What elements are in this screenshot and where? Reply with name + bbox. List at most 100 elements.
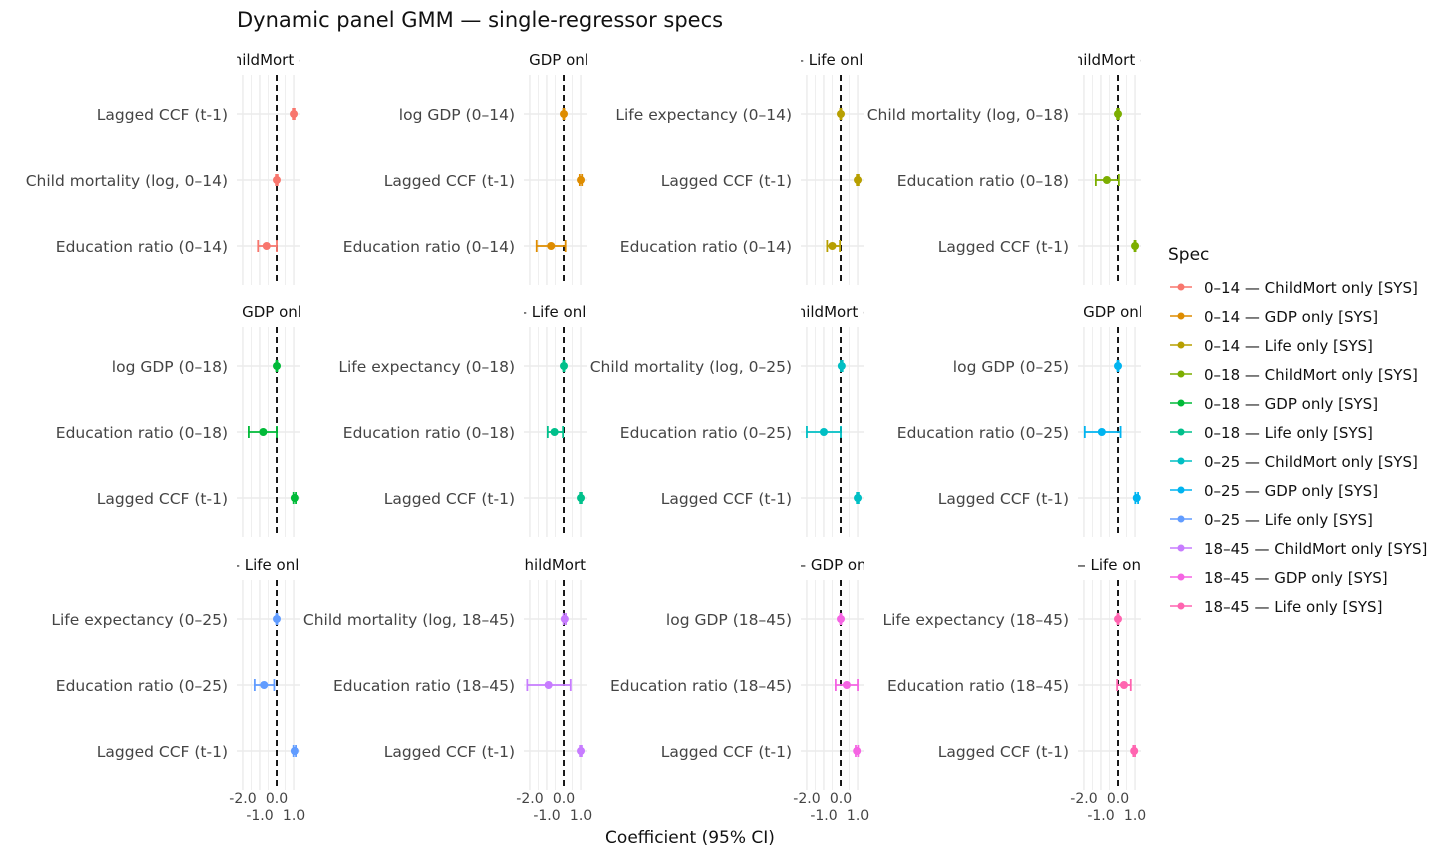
point-estimate (262, 242, 271, 250)
x-tick-label: -2.0 (516, 791, 543, 807)
y-tick-label: log GDP (0–14) (399, 106, 515, 124)
legend-key-point (1177, 515, 1185, 523)
y-tick-label: Education ratio (18–45) (333, 677, 515, 695)
x-tick-label: 1.0 (283, 808, 305, 824)
y-tick-label: Child mortality (log, 0–25) (590, 358, 792, 376)
chart-title: Dynamic panel GMM — single-regressor spe… (237, 8, 723, 32)
point-estimate (544, 681, 553, 689)
y-tick-label: Education ratio (18–45) (887, 677, 1069, 695)
y-tick-label: Child mortality (log, 0–18) (867, 106, 1069, 124)
facet-panel: 0–18 — GDP only [SYS] log GDP (0–18) Educa… (56, 303, 355, 537)
y-tick-label: Education ratio (0–14) (56, 238, 228, 256)
legend-key-point (1177, 428, 1185, 436)
point-estimate (1132, 494, 1141, 502)
y-tick-label: Lagged CCF (t-1) (97, 106, 228, 124)
x-tick-label: 0.0 (1107, 791, 1129, 807)
point-estimate (290, 110, 299, 118)
y-tick-label: Education ratio (18–45) (610, 677, 792, 695)
facet-strip-label: 0–25 — ChildMort only [SYS] (726, 303, 940, 321)
x-tick-label: -1.0 (246, 808, 273, 824)
point-estimate (828, 242, 837, 250)
point-estimate (577, 176, 586, 184)
legend-item-label: 0–18 — ChildMort only [SYS] (1204, 366, 1418, 384)
y-tick-label: log GDP (18–45) (666, 611, 792, 629)
y-tick-label: Lagged CCF (t-1) (384, 172, 515, 190)
x-tick-label: 1.0 (570, 808, 592, 824)
point-estimate (854, 176, 863, 184)
y-tick-label: Education ratio (0–18) (343, 424, 515, 442)
facet-panel: 18–45 — Life only [SYS] Life expectancy (… (882, 556, 1146, 824)
facet-panel: 0–18 — ChildMort only [SYS] Child mortali… (867, 51, 1217, 285)
point-estimate (577, 747, 586, 755)
point-estimate (1114, 615, 1123, 623)
legend-item-label: 0–25 — GDP only [SYS] (1204, 482, 1378, 500)
x-tick-label: -1.0 (810, 808, 837, 824)
facet-strip-label: 0–14 — ChildMort only [SYS] (162, 51, 376, 69)
point-estimate (577, 494, 586, 502)
facet-panel: 0–25 — GDP only [SYS] log GDP (0–25) Educa… (897, 303, 1141, 537)
point-estimate (854, 494, 863, 502)
legend-key-point (1177, 312, 1185, 320)
legend-item-label: 18–45 — ChildMort only [SYS] (1204, 540, 1427, 558)
y-tick-label: Life expectancy (0–25) (51, 611, 228, 629)
point-estimate (819, 428, 828, 436)
legend-key-point (1177, 602, 1185, 610)
y-tick-label: Lagged CCF (t-1) (661, 490, 792, 508)
legend-key-point (1177, 544, 1185, 552)
facet-panel: 0–25 — ChildMort only [SYS] Child mortali… (590, 303, 940, 537)
y-tick-label: Child mortality (log, 18–45) (303, 611, 515, 629)
x-tick-label: 1.0 (847, 808, 869, 824)
facet-strip-label: 0–18 — ChildMort only [SYS] (1003, 51, 1217, 69)
point-estimate (837, 615, 846, 623)
y-tick-label: log GDP (0–18) (112, 358, 228, 376)
x-tick-label: 0.0 (830, 791, 852, 807)
y-tick-label: Lagged CCF (t-1) (938, 743, 1069, 761)
legend-item-label: 0–18 — GDP only [SYS] (1204, 395, 1378, 413)
x-tick-label: -1.0 (1087, 808, 1114, 824)
y-tick-label: Education ratio (0–18) (56, 424, 228, 442)
y-tick-label: Lagged CCF (t-1) (97, 490, 228, 508)
facet-panel: 0–14 — GDP only [SYS] log GDP (0–14) Lagge… (343, 51, 587, 285)
legend-key-point (1177, 341, 1185, 349)
point-estimate (1130, 747, 1139, 755)
legend-item-label: 0–14 — Life only [SYS] (1204, 337, 1373, 355)
legend-key-point (1177, 370, 1185, 378)
point-estimate (853, 747, 862, 755)
x-tick-label: -2.0 (229, 791, 256, 807)
facet-strip-label: 0–18 — GDP only [SYS] (181, 303, 355, 321)
point-estimate (547, 242, 556, 250)
facet-strip-label: 0–14 — Life only [SYS] (748, 51, 917, 69)
facet-strip-label: 18–45 — GDP only [SYS] (741, 556, 925, 574)
x-tick-label: 0.0 (266, 791, 288, 807)
point-estimate (1119, 681, 1128, 689)
y-tick-label: Lagged CCF (t-1) (97, 743, 228, 761)
point-estimate (1114, 110, 1123, 118)
legend-key-point (1177, 457, 1185, 465)
y-tick-label: Lagged CCF (t-1) (661, 743, 792, 761)
facet-panel: 18–45 — GDP only [SYS] log GDP (18–45) Edu… (610, 556, 925, 824)
point-estimate (259, 428, 268, 436)
legend-key-point (1177, 283, 1185, 291)
point-estimate (260, 681, 269, 689)
facet-panel: 0–14 — ChildMort only [SYS] Lagged CCF (t… (26, 51, 376, 285)
x-tick-label: -2.0 (1070, 791, 1097, 807)
y-tick-label: Education ratio (0–25) (897, 424, 1069, 442)
legend-item-label: 0–18 — Life only [SYS] (1204, 424, 1373, 442)
x-tick-label: 1.0 (1124, 808, 1146, 824)
legend-item-label: 18–45 — GDP only [SYS] (1204, 569, 1388, 587)
x-tick-label: -1.0 (533, 808, 560, 824)
point-estimate (1131, 242, 1140, 250)
legend-key-point (1177, 573, 1185, 581)
facet-strip-label: 0–18 — Life only [SYS] (471, 303, 640, 321)
point-estimate (550, 428, 559, 436)
legend-item-label: 0–25 — Life only [SYS] (1204, 511, 1373, 529)
y-tick-label: Education ratio (0–14) (620, 238, 792, 256)
legend-item-label: 0–25 — ChildMort only [SYS] (1204, 453, 1418, 471)
legend-key-point (1177, 399, 1185, 407)
point-estimate (290, 747, 299, 755)
point-estimate (560, 110, 569, 118)
facet-strip-label: 18–45 — ChildMort only [SYS] (444, 556, 667, 574)
facet-panel: 0–25 — Life only [SYS] Life expectancy (0… (51, 556, 305, 824)
point-estimate (273, 176, 282, 184)
